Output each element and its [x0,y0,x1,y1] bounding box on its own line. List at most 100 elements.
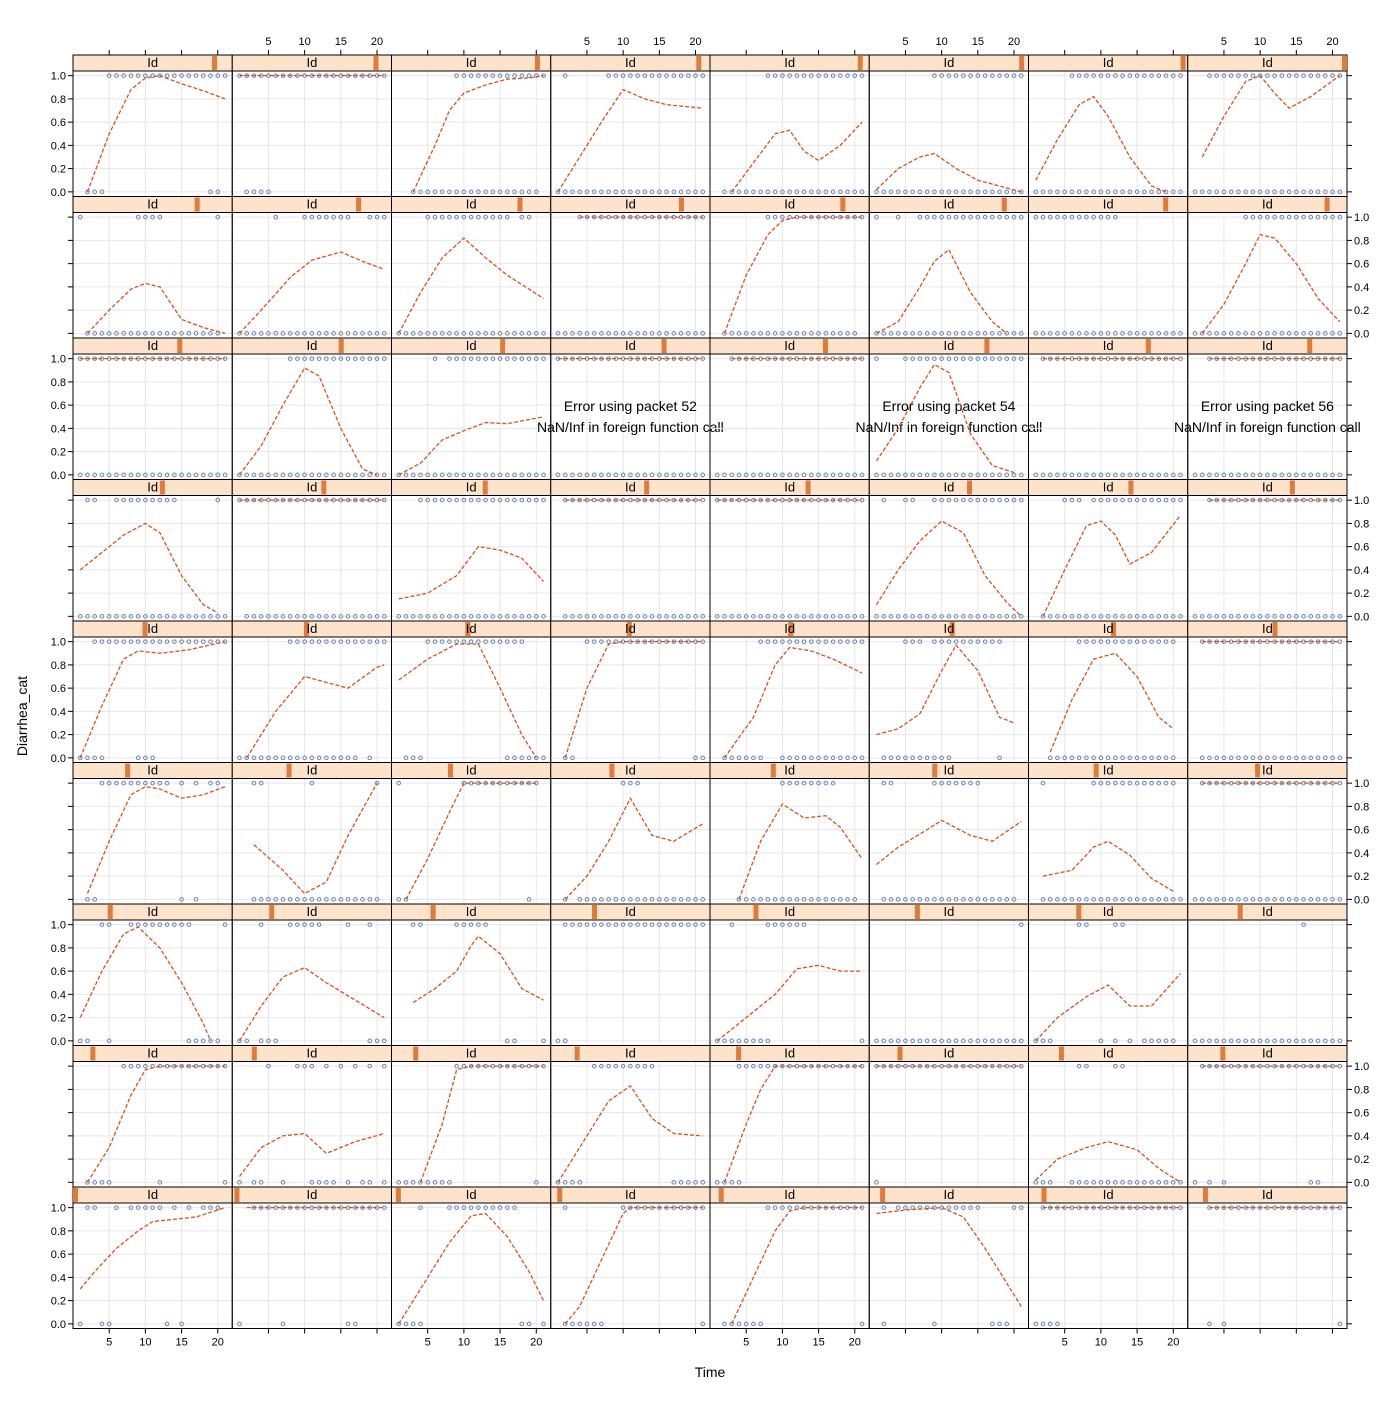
error-message: NaN/Inf in foreign function call [855,419,1042,435]
strip-label: Id [784,55,795,70]
data-point [403,1321,409,1327]
data-point [562,73,568,78]
strip-level-marker [736,1046,742,1061]
y-tick-label: 1.0 [51,637,66,649]
y-tick-label: 0.0 [1354,328,1369,340]
data-point [331,472,336,478]
data-point [1301,614,1306,619]
data-point [736,614,742,619]
data-point [642,1063,648,1069]
data-point [85,1180,90,1185]
y-tick-label: 0.4 [51,989,66,1001]
strip-level-marker [234,1188,240,1202]
data-point [215,189,221,195]
data-point [302,1063,307,1069]
strip-label: Id [625,1046,636,1061]
data-point [331,1180,336,1185]
data-point [114,497,119,503]
data-point [128,73,134,78]
y-tick-label: 0.4 [1354,1131,1369,1143]
data-point [816,73,821,78]
data-point [172,1205,177,1210]
data-point [939,214,944,220]
data-point [1322,1038,1328,1044]
data-point [258,331,264,336]
strip-label: Id [784,338,795,353]
data-point [801,331,807,336]
data-point [562,1321,568,1327]
data-point [895,1205,901,1210]
data-point [295,755,300,761]
data-point [360,897,365,902]
data-point [1004,189,1010,195]
strip-level-marker [1145,339,1151,353]
data-point [1322,73,1328,78]
data-point [541,1038,546,1044]
data-point [736,755,742,761]
y-tick-label: 0.6 [1354,259,1369,271]
strip-level-marker [1307,339,1313,353]
data-point [837,189,843,195]
panel-frame [231,919,392,1046]
y-tick-label: 0.8 [51,377,66,389]
data-point [1113,639,1118,644]
data-point [736,1038,742,1044]
data-point [1105,755,1111,761]
data-point [555,331,561,336]
data-point [1156,755,1162,761]
data-point [396,331,402,336]
data-point [910,331,915,336]
strip-label: Id [147,1046,158,1061]
data-point [1199,331,1205,336]
data-point [1207,331,1212,336]
data-point [997,614,1002,619]
data-point [946,497,952,503]
data-point [910,189,915,195]
data-point [512,1038,517,1044]
x-tick-label: 10 [617,36,629,48]
data-point [1163,472,1169,478]
data-point [1091,472,1096,478]
data-point [910,755,915,761]
data-point [1033,331,1039,336]
smooth-line [723,1065,863,1183]
data-point [179,639,184,644]
x-tick-label: 5 [106,1337,112,1349]
data-point [1337,897,1343,902]
data-point [106,331,112,336]
data-point [1170,897,1176,902]
error-message: NaN/Inf in foreign function call [1174,419,1361,435]
data-point [1011,331,1017,336]
data-point [685,922,691,927]
data-point [1069,214,1075,220]
strip-level-marker [1076,905,1082,919]
data-point [1149,73,1154,78]
data-point [273,214,278,220]
data-point [92,189,98,195]
data-point [367,331,373,336]
data-point [505,497,510,503]
data-point [92,472,98,478]
data-point [939,1038,944,1044]
data-point [1243,73,1248,78]
data-point [1113,614,1118,619]
data-point [917,1038,923,1044]
data-point [316,1180,322,1185]
data-point [1286,331,1292,336]
y-tick-label: 0.0 [51,187,66,199]
data-point [997,897,1002,902]
data-point [881,614,887,619]
data-point [801,922,807,927]
data-point [1011,73,1017,78]
panel-frame [391,353,552,480]
data-point [1076,189,1082,195]
strip-label: Id [625,904,636,919]
strip-level-marker [718,1188,724,1202]
data-point [1055,331,1060,336]
strip-level-marker [500,339,506,353]
data-point [1018,214,1024,220]
data-point [780,1205,785,1210]
data-point [258,1180,264,1185]
data-point [1127,73,1133,78]
data-point [295,356,300,361]
